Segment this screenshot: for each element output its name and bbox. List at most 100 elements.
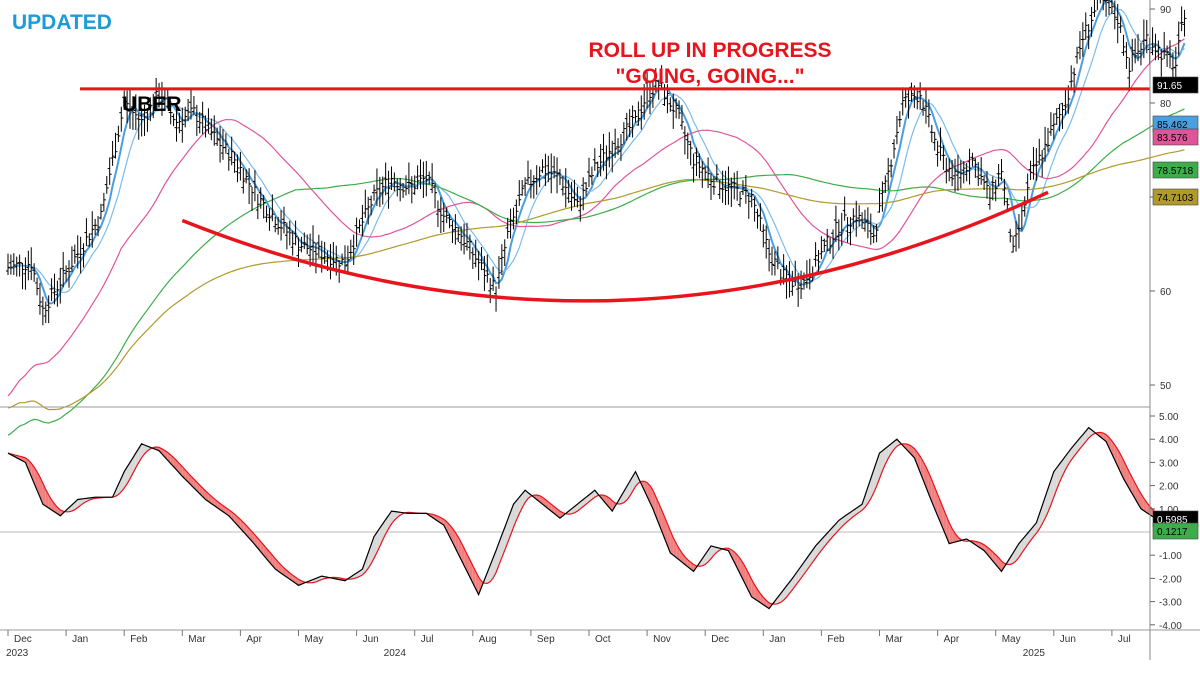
osc-fill-segment xyxy=(28,460,32,477)
osc-fill-segment xyxy=(510,504,514,535)
osc-fill-segment xyxy=(928,473,932,502)
year-label: 2024 xyxy=(384,648,407,659)
osc-fill-segment xyxy=(931,479,935,509)
osc-fill-segment xyxy=(888,443,892,459)
osc-fill-segment xyxy=(376,528,380,553)
osc-tick-label: 4.00 xyxy=(1159,435,1179,446)
osc-fill-segment xyxy=(432,514,435,520)
osc-tick-label: 5.00 xyxy=(1159,412,1179,423)
price-tick-label: 50 xyxy=(1160,381,1172,392)
osc-fill-segment xyxy=(1120,454,1124,479)
osc-tick-label: -2.00 xyxy=(1159,574,1182,585)
osc-main-line xyxy=(7,426,1185,610)
osc-fill-segment xyxy=(621,491,624,504)
resistance-line-group xyxy=(80,87,1150,303)
osc-fill-segment xyxy=(443,519,447,531)
osc-tick-label: -1.00 xyxy=(1159,551,1182,562)
osc-fill-segment xyxy=(748,573,752,597)
osc-fill-segment xyxy=(467,554,470,578)
ma-slow-line xyxy=(7,108,1185,436)
moving-averages xyxy=(7,0,1186,436)
osc-fill-segment xyxy=(469,559,473,583)
month-label: Jun xyxy=(363,634,379,645)
osc-fill-segment xyxy=(461,542,465,566)
month-label: Apr xyxy=(246,634,262,645)
osc-fill-segment xyxy=(127,462,130,484)
osc-fill-segment xyxy=(124,467,128,489)
osc-fill-segment xyxy=(667,523,671,553)
osc-fill-segment xyxy=(1109,437,1112,454)
osc-fill-segment xyxy=(478,577,482,595)
osc-fill-segment xyxy=(54,503,58,514)
month-label: May xyxy=(305,634,324,645)
osc-fill-segment xyxy=(934,487,938,516)
osc-fill-segment xyxy=(501,527,505,558)
ma-mid-line xyxy=(7,38,1185,397)
osc-fill-segment xyxy=(777,593,781,604)
osc-fill-segment xyxy=(374,532,377,559)
ticker-label: UBER xyxy=(122,93,182,116)
osc-tick-label: -3.00 xyxy=(1159,598,1182,609)
osc-last-badge: 0.5985 xyxy=(1157,515,1188,526)
osc-fill-segment xyxy=(51,499,55,512)
month-label: May xyxy=(1002,634,1021,645)
price-tick-label: 80 xyxy=(1160,99,1172,110)
osc-fill-segment xyxy=(891,441,894,454)
osc-tick-label: -4.00 xyxy=(1159,621,1182,632)
osc-fill-segment xyxy=(946,515,950,544)
ma-mid-badge: 83.576 xyxy=(1157,133,1188,144)
osc-fill-segment xyxy=(1050,471,1054,505)
osc-fill-segment xyxy=(786,582,790,598)
ma-slow-badge: 78.5718 xyxy=(1157,166,1194,177)
month-label: Aug xyxy=(479,634,497,645)
year-label: 2023 xyxy=(6,648,29,659)
osc-fill-segment xyxy=(118,478,122,495)
osc-signal-badge: 0.1217 xyxy=(1157,527,1188,538)
price-bars xyxy=(6,0,1187,326)
osc-fill-segment xyxy=(487,565,491,584)
osc-fill-segment xyxy=(876,453,880,487)
month-label: Jul xyxy=(1118,634,1131,645)
osc-fill-segment xyxy=(905,443,909,452)
month-label: Jan xyxy=(72,634,88,645)
osc-fill-segment xyxy=(1106,434,1109,448)
osc-tick-label: 3.00 xyxy=(1159,458,1179,469)
osc-fill-segment xyxy=(731,549,735,563)
month-label: Jun xyxy=(1060,634,1076,645)
osc-fill-segment xyxy=(664,516,668,546)
osc-fill-segment xyxy=(644,481,648,497)
osc-fill-segment xyxy=(368,544,372,569)
osc-fill-segment xyxy=(635,471,639,487)
osc-fill-segment xyxy=(1036,514,1040,534)
osc-fill-segment xyxy=(734,551,738,568)
osc-fill-segment xyxy=(1123,460,1127,484)
month-label: Jan xyxy=(769,634,785,645)
month-label: Mar xyxy=(886,634,904,645)
price-tick-label: 60 xyxy=(1160,287,1172,298)
value-badges: 91.65 85.462 83.576 78.5718 74.7103 0.59850.1… xyxy=(1152,76,1199,540)
year-label: 2025 xyxy=(1023,648,1046,659)
month-label: Oct xyxy=(595,634,611,645)
osc-tick-label: 1.00 xyxy=(1159,505,1179,516)
month-label: Jul xyxy=(421,634,434,645)
ma-fast-badge: 85.462 xyxy=(1157,120,1188,131)
chart-annotation-title: ROLL UP IN PROGRESS "GOING, GOING..." xyxy=(560,38,860,90)
osc-fill-segment xyxy=(943,508,947,537)
osc-tick-label: 2.00 xyxy=(1159,482,1179,493)
osc-fill-segment xyxy=(940,501,944,530)
osc-fill-segment xyxy=(31,463,35,484)
month-label: Mar xyxy=(188,634,206,645)
last-price-badge-bg xyxy=(1152,76,1199,94)
osc-fill-segment xyxy=(472,565,476,589)
osc-fill-segment xyxy=(365,552,369,573)
osc-fill-segment xyxy=(1100,432,1104,440)
month-label: Dec xyxy=(711,634,729,645)
ma-slowest-line xyxy=(7,149,1185,411)
osc-fill-segment xyxy=(397,511,401,518)
month-label: Feb xyxy=(130,634,148,645)
osc-fill-segment xyxy=(498,535,502,566)
osc-fill-segment xyxy=(937,494,941,523)
month-label: Apr xyxy=(944,634,960,645)
osc-fill-segment xyxy=(1010,552,1014,565)
